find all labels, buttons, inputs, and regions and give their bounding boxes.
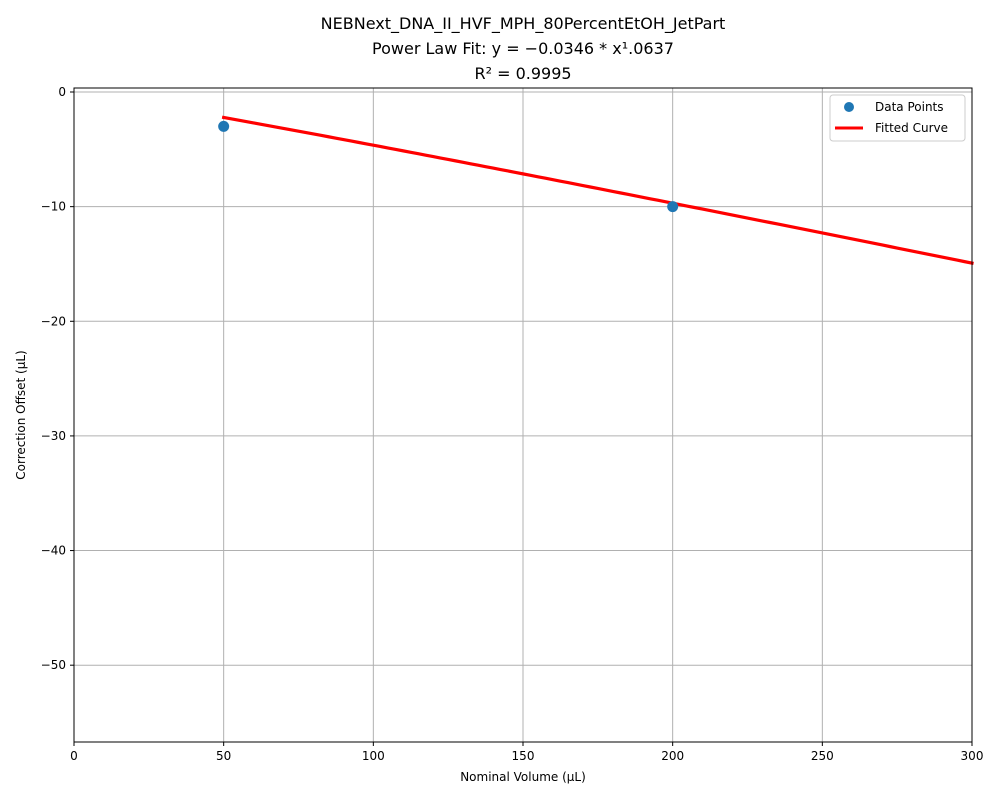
data-points-layer [218,120,679,213]
legend-label-data-points: Data Points [875,100,944,114]
legend-box [829,94,966,142]
y-tick-label: −40 [41,544,66,558]
x-tick-label: 150 [512,749,535,763]
chart-title-line-1: NEBNext_DNA_II_HVF_MPH_80PercentEtOH_Jet… [321,14,726,34]
y-tick-label: 0 [58,85,66,99]
legend: Data Points Fitted Curve [829,94,966,142]
x-tick-label: 0 [70,749,78,763]
x-axis-ticks: 0 50 100 150 200 250 300 [70,742,983,763]
fitted-curve-line [221,115,974,266]
chart-title-line-3: R² = 0.9995 [474,64,571,83]
y-tick-label: −10 [41,200,66,214]
x-tick-label: 50 [216,749,231,763]
chart-title: NEBNext_DNA_II_HVF_MPH_80PercentEtOH_Jet… [321,14,726,83]
y-axis-ticks: 0 −10 −20 −30 −40 −50 [41,85,74,672]
data-point [667,201,679,213]
y-axis-label: Correction Offset (µL) [14,350,28,479]
x-tick-label: 300 [961,749,984,763]
y-tick-label: −50 [41,658,66,672]
fitted-curve-layer [221,115,974,266]
x-tick-label: 250 [811,749,834,763]
y-tick-label: −30 [41,429,66,443]
legend-marker-data-points [844,102,854,112]
x-tick-label: 200 [661,749,684,763]
x-tick-label: 100 [362,749,385,763]
chart-title-line-2: Power Law Fit: y = −0.0346 * x¹.0637 [372,39,674,58]
legend-label-fitted-curve: Fitted Curve [875,121,948,135]
x-axis-label: Nominal Volume (µL) [460,770,586,784]
data-point [218,120,230,132]
y-tick-label: −20 [41,314,66,328]
